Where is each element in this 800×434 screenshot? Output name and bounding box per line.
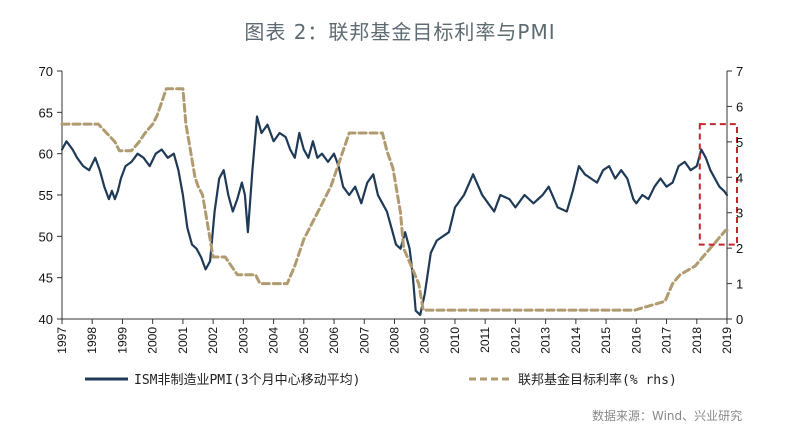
right-tick-label: 5 [736, 135, 743, 150]
chart-title: 图表 2：联邦基金目标利率与PMI [244, 20, 556, 44]
left-tick-label: 65 [39, 105, 53, 120]
legend-label-pmi: ISM非制造业PMI(3个月中心移动平均) [134, 373, 360, 388]
x-tick-label: 2009 [418, 327, 432, 354]
x-tick-label: 2014 [569, 327, 583, 354]
left-tick-label: 70 [39, 64, 53, 79]
x-tick-label: 2008 [388, 327, 402, 354]
x-tick-label: 2012 [508, 327, 522, 354]
right-tick-label: 6 [736, 99, 743, 114]
pmi-series-line [60, 115, 729, 316]
right-tick-label: 1 [736, 277, 743, 292]
right-tick-label: 4 [736, 170, 743, 185]
left-tick-label: 55 [39, 188, 53, 203]
x-tick-label: 2005 [297, 327, 311, 354]
x-tick-label: 2013 [539, 327, 553, 354]
right-tick-label: 7 [736, 64, 743, 79]
highlight-box [698, 123, 739, 246]
x-tick-label: 2010 [448, 327, 462, 354]
right-tick-label: 3 [736, 206, 743, 221]
x-tick-label: 2011 [478, 327, 492, 353]
right-tick-label: 2 [736, 241, 743, 256]
x-tick-label: 2003 [236, 327, 250, 354]
x-tick-label: 1999 [115, 327, 129, 354]
x-tick-label: 1998 [85, 327, 99, 354]
x-tick-label: 2002 [206, 327, 220, 354]
legend: ISM非制造业PMI(3个月中心移动平均) 联邦基金目标利率(% rhs) [85, 372, 677, 388]
series-layer [60, 87, 729, 316]
x-tick-label: 2001 [176, 327, 190, 354]
x-tick-label: 2015 [599, 327, 613, 354]
x-tick-label: 2004 [267, 327, 281, 354]
left-tick-label: 45 [39, 271, 53, 286]
x-tick-label: 2019 [720, 327, 734, 354]
legend-label-fed: 联邦基金目标利率(% rhs) [518, 372, 677, 388]
x-tick-label: 2017 [660, 327, 674, 354]
left-tick-label: 60 [39, 147, 53, 162]
left-tick-label: 40 [39, 312, 53, 327]
source-note: 数据来源：Wind、兴业研究 [592, 408, 742, 423]
x-tick-label: 2000 [146, 327, 160, 354]
highlight-box-layer [698, 123, 739, 246]
x-tick-label: 2018 [690, 327, 704, 354]
fed-rate-series-line [60, 87, 729, 312]
x-tick-label: 2016 [629, 327, 643, 354]
right-tick-label: 0 [736, 312, 743, 327]
x-tick-label: 2007 [357, 327, 371, 354]
left-tick-label: 50 [39, 229, 53, 244]
x-tick-label: 2006 [327, 327, 341, 354]
x-tick-label: 1997 [55, 327, 69, 354]
